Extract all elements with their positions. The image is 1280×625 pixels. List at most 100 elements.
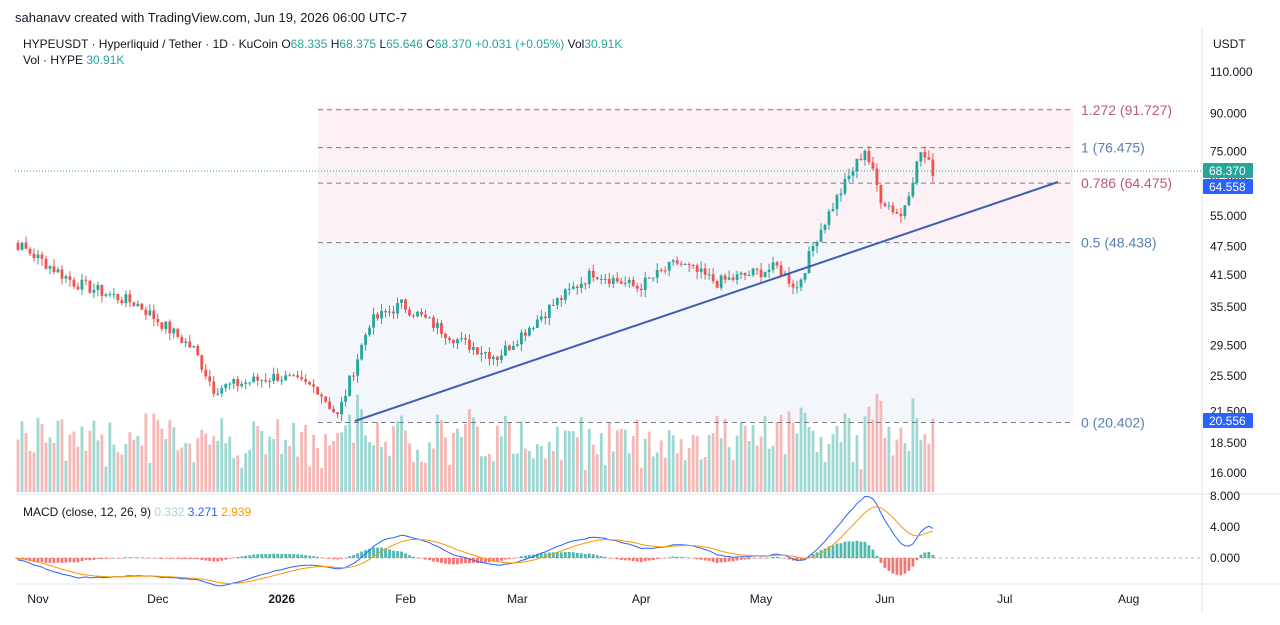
macd-line-value: 3.271 <box>187 505 218 519</box>
macd-title[interactable]: MACD (close, 12, 26, 9) <box>23 505 152 519</box>
candle-body <box>428 317 431 319</box>
macd-hist-bar <box>216 558 220 562</box>
symbol-title[interactable]: HYPEUSDT · Hyperliquid / Tether · 1D · K… <box>23 37 278 51</box>
macd-hist-bar <box>775 556 779 558</box>
volume-bar <box>276 419 280 492</box>
macd-hist-bar <box>296 554 300 558</box>
macd-hist-bar <box>739 558 743 560</box>
macd-hist-bar <box>763 558 767 559</box>
fib-retracement[interactable]: 1.272 (91.727) 1 (76.475) 0.786 (64.475) 0.… <box>318 102 1172 431</box>
volume-bars <box>16 393 935 492</box>
candle-body <box>172 328 176 334</box>
macd-hist-bar <box>919 554 923 558</box>
trend-line[interactable] <box>354 181 1059 422</box>
volume-bar <box>316 447 320 492</box>
macd-hist-bar <box>823 548 827 558</box>
candle-body <box>699 268 703 272</box>
time-axis[interactable]: Nov Dec 2026 Feb Mar Apr May Jun Jul Aug <box>27 592 1139 606</box>
candle-body <box>911 183 915 197</box>
candle-body <box>559 298 563 300</box>
candle-body <box>484 351 487 353</box>
macd-hist-bar <box>715 558 719 563</box>
candle-body <box>488 351 491 359</box>
macd-hist-bar <box>184 558 188 560</box>
candle-body <box>272 373 276 381</box>
macd-hist-bar <box>484 558 487 563</box>
last-price-tag-text: 68.370 <box>1209 164 1246 178</box>
candle-body <box>264 379 268 382</box>
volume-bar <box>827 444 831 492</box>
candle-body <box>763 272 767 278</box>
candle-body <box>835 195 839 210</box>
macd-signal-line <box>17 506 933 585</box>
candle-body <box>631 279 635 286</box>
volume-series-label[interactable]: Vol · HYPE <box>23 53 84 67</box>
macd-hist-bar <box>256 554 260 558</box>
volume-bar <box>304 424 308 492</box>
macd-hist-bar <box>759 558 763 559</box>
macd-hist-bar <box>224 558 228 560</box>
macd-hist-bar <box>571 552 575 558</box>
candle-body <box>499 355 503 360</box>
candle-body <box>112 293 116 295</box>
volume-bar <box>136 436 140 492</box>
macd-hist-bar <box>595 555 599 558</box>
macd-hist-value: 0.332 <box>154 505 185 519</box>
volume-bar <box>643 438 647 492</box>
candle-body <box>76 286 80 290</box>
volume-bar <box>168 420 172 492</box>
volume-bar <box>368 442 371 492</box>
candle-body <box>160 322 164 329</box>
candle-body <box>887 205 891 207</box>
volume-bar <box>464 423 467 492</box>
volume-bar <box>292 422 296 492</box>
candle-body <box>208 376 212 382</box>
candle-body <box>599 279 603 281</box>
candle-body <box>851 171 855 176</box>
macd-hist-bar <box>56 558 60 563</box>
volume-bar <box>771 445 775 492</box>
volume-bar <box>811 430 815 492</box>
macd-hist-bar <box>164 558 168 559</box>
macd-hist-bar <box>436 558 439 562</box>
macd-hist-bar <box>64 558 68 563</box>
candle-body <box>108 294 112 296</box>
volume-bar <box>20 421 24 492</box>
candle-body <box>687 264 691 266</box>
candle-body <box>803 273 807 280</box>
volume-bar <box>687 448 691 492</box>
candle-body <box>907 196 911 206</box>
volume-bar <box>404 430 407 492</box>
fib-zone-top <box>318 108 1073 146</box>
volume-bar <box>344 425 347 492</box>
time-tick-label: Jun <box>875 592 894 606</box>
candle-body <box>412 315 415 317</box>
macd-hist-bar <box>324 558 328 559</box>
macd-hist-bar <box>899 558 903 576</box>
volume-bar <box>452 432 455 492</box>
volume-bar <box>715 415 719 492</box>
volume-bar <box>28 451 32 492</box>
candle-body <box>152 310 156 320</box>
volume-bar <box>448 464 451 492</box>
volume-bar <box>480 456 483 492</box>
macd-hist-bar <box>380 547 383 558</box>
macd-hist-bar <box>579 553 583 558</box>
volume-bar <box>859 469 863 492</box>
candle-body <box>296 375 300 378</box>
macd-hist-bar <box>352 555 355 558</box>
volume-bar <box>763 416 767 492</box>
volume-bar <box>799 407 803 492</box>
candle-body <box>84 279 88 281</box>
macd-axis[interactable]: 8.000 4.000 0.000 <box>1210 489 1240 565</box>
candle-body <box>879 184 883 204</box>
volume-bar <box>472 417 475 492</box>
macd-hist-bar <box>711 558 715 562</box>
volume-bar <box>408 443 411 492</box>
candle-body <box>244 382 248 384</box>
volume-bar <box>436 414 439 492</box>
price-tick-label: 55.000 <box>1210 209 1247 223</box>
volume-bar <box>248 449 252 492</box>
macd-signal-value: 2.939 <box>221 505 252 519</box>
